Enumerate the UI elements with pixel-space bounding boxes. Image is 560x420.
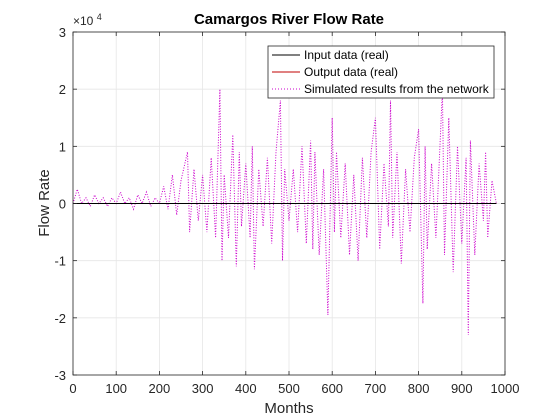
- x-tick-label: 800: [408, 381, 430, 396]
- y-axis: -3 -2 -1 0 1 2 3: [54, 25, 505, 383]
- y-axis-label: Flow Rate: [36, 169, 53, 237]
- x-axis-label: Months: [264, 400, 313, 417]
- y-tick-label: 0: [59, 197, 66, 212]
- legend-label-output: Output data (real): [304, 65, 398, 79]
- chart-title: Camargos River Flow Rate: [194, 11, 384, 28]
- y-multiplier: ×10 4: [73, 12, 102, 28]
- legend-box: [267, 45, 495, 99]
- series-line-2: [72, 89, 497, 336]
- series-layer: [72, 89, 497, 336]
- x-tick-label: 200: [149, 381, 171, 396]
- x-tick-label: 600: [321, 381, 343, 396]
- y-multiplier-base: ×10: [73, 14, 94, 28]
- x-tick-label: 0: [69, 381, 76, 396]
- y-tick-label: 3: [59, 25, 66, 40]
- x-tick-label: 500: [278, 381, 300, 396]
- x-tick-label: 300: [192, 381, 214, 396]
- legend: Input data (real) Output data (real) Sim…: [267, 45, 495, 99]
- y-tick-label: -3: [54, 368, 66, 383]
- x-tick-label: 700: [365, 381, 387, 396]
- x-tick-label: 400: [235, 381, 257, 396]
- y-multiplier-exponent: 4: [97, 12, 102, 22]
- legend-label-simulated: Simulated results from the network: [304, 82, 490, 96]
- x-tick-label: 100: [105, 381, 127, 396]
- legend-label-input: Input data (real): [304, 48, 389, 62]
- y-tick-label: -2: [54, 311, 66, 326]
- x-tick-label: 900: [451, 381, 473, 396]
- x-axis: 0 100 200 300 400 500 600 700 800 900 1000: [69, 32, 519, 396]
- y-tick-label: 1: [59, 139, 66, 154]
- y-tick-label: 2: [59, 82, 66, 97]
- y-tick-label: -1: [54, 254, 66, 269]
- x-tick-label: 1000: [491, 381, 520, 396]
